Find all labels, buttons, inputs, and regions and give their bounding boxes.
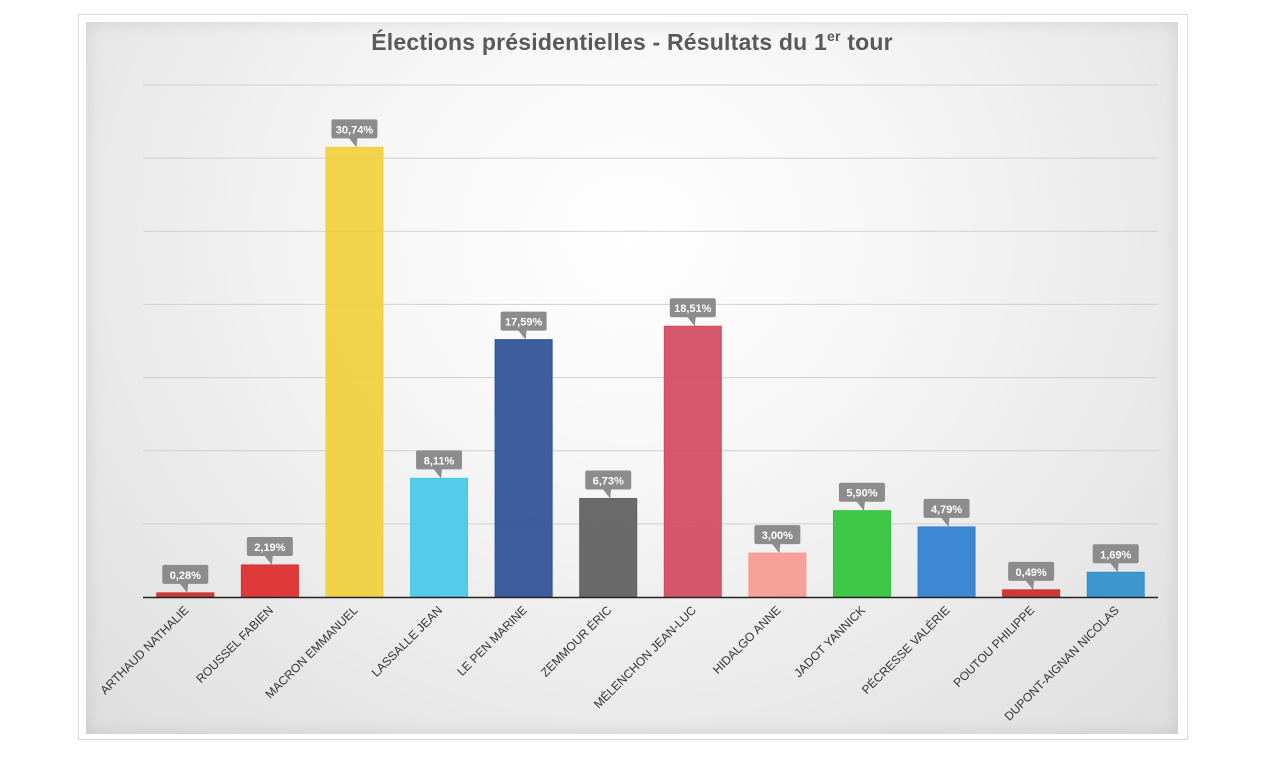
bar [832, 510, 891, 598]
x-tick-label: ZEMMOUR ÉRIC [537, 602, 614, 679]
chart-title-end: tour [840, 29, 893, 55]
value-label-callout: 4,79% [923, 498, 970, 527]
value-label-box [416, 450, 463, 470]
value-label: 1,69% [1100, 549, 1131, 561]
value-label: 30,74% [336, 124, 374, 136]
value-label-box [669, 298, 716, 318]
x-tick-label: JADOT YANNICK [791, 603, 868, 680]
value-label-box [923, 498, 970, 518]
value-label-box [754, 525, 801, 545]
value-label-callout: 17,59% [500, 311, 547, 340]
x-tick-label: ARTHAUD NATHALIE [97, 603, 191, 697]
x-tick-label: MACRON EMMANUEL [263, 603, 361, 701]
value-label-pointer [602, 488, 612, 499]
value-label-callout: 3,00% [754, 525, 801, 554]
value-label-callout: 18,51% [669, 298, 716, 327]
value-label-pointer [179, 582, 189, 593]
value-label-box [1008, 561, 1055, 581]
x-tick-label: PÉCRESSE VALÉRIE [858, 603, 952, 697]
x-tick-label: ROUSSEL FABIEN [193, 603, 276, 686]
bars [156, 146, 1145, 598]
value-label-box [838, 482, 885, 502]
bar [156, 592, 215, 598]
value-label-box [331, 119, 378, 139]
value-label-pointer [517, 329, 527, 340]
value-label-callout: 30,74% [331, 119, 378, 148]
value-label: 17,59% [505, 317, 543, 329]
value-label-box [500, 311, 547, 331]
value-label-pointer [348, 137, 358, 148]
bar [1086, 571, 1145, 598]
bar [1002, 589, 1061, 598]
bar [410, 477, 469, 598]
value-label-box [1092, 544, 1139, 564]
value-label: 4,79% [931, 504, 962, 516]
bar [494, 339, 553, 598]
bar [663, 325, 722, 598]
value-label-pointer [433, 468, 443, 479]
gridlines [143, 84, 1158, 525]
x-tick-label: LASSALLE JEAN [369, 603, 445, 679]
bar [748, 552, 807, 598]
value-label-callout: 2,19% [246, 536, 293, 565]
bar [579, 498, 638, 598]
bar [325, 146, 384, 598]
value-label-box [585, 470, 632, 490]
value-label-pointer [263, 554, 273, 565]
x-tick-label: POUTOU PHILIPPE [951, 603, 1038, 690]
value-label-pointer [940, 516, 950, 527]
value-label-pointer [855, 500, 865, 511]
bar [917, 526, 976, 598]
value-label-callout: 8,11% [416, 450, 463, 479]
value-label: 5,90% [846, 488, 877, 500]
value-label: 3,00% [762, 530, 793, 542]
value-label-pointer [771, 543, 781, 554]
value-label: 0,28% [170, 570, 201, 582]
x-tick-label: HIDALGO ANNE [710, 603, 784, 677]
value-label-box [246, 536, 293, 556]
value-label: 18,51% [674, 303, 712, 315]
value-label: 6,73% [593, 476, 624, 488]
value-label-pointer [1025, 579, 1035, 590]
value-label-callout: 5,90% [838, 482, 885, 511]
value-label-callout: 0,28% [162, 564, 209, 593]
value-label-pointer [1109, 562, 1119, 573]
value-label-callout: 1,69% [1092, 544, 1139, 573]
value-label: 0,49% [1016, 567, 1047, 579]
value-label-callout: 6,73% [585, 470, 632, 499]
value-labels: 0,28% 2,19% 30,74% 8,11% 17,59% 6,73% 18,51% 3,… [162, 119, 1139, 593]
value-label: 8,11% [424, 455, 455, 467]
value-label-pointer [686, 316, 696, 327]
bar [240, 564, 299, 598]
chart-title-superscript: er [827, 28, 841, 44]
chart-title: Élections présidentielles - Résultats du… [86, 28, 1178, 56]
value-label-callout: 0,49% [1008, 561, 1055, 590]
chart-title-main: Élections présidentielles - Résultats du… [371, 29, 827, 55]
value-label-box [162, 564, 209, 584]
value-label: 2,19% [254, 542, 285, 554]
x-tick-label: LE PEN MARINE [454, 603, 529, 678]
